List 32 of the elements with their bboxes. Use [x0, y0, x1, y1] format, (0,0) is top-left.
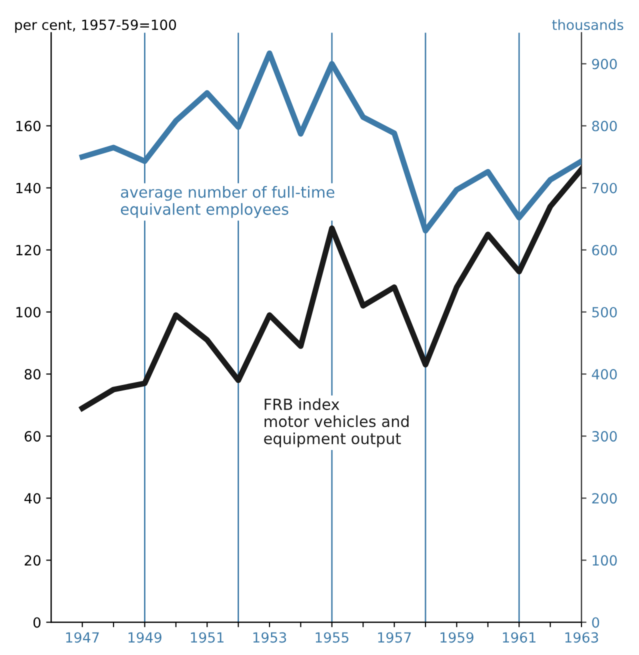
x-tick-label: 1963: [565, 632, 598, 643]
y-tick-label: 100: [16, 306, 40, 318]
x-tick-label: 1955: [316, 632, 348, 643]
y2-tick-label: 900: [592, 58, 617, 70]
y2-tick-label: 700: [592, 182, 617, 194]
y-tick-label: 40: [24, 493, 40, 504]
y2-tick-label: 600: [592, 244, 617, 256]
y-tick-label: 140: [16, 182, 40, 194]
y2-tick-label: 0: [592, 617, 600, 628]
x-tick-label: 1957: [378, 632, 411, 643]
y2-tick-label: 100: [592, 555, 617, 566]
y-tick-label: 120: [16, 244, 40, 256]
y2-tick-label: 800: [592, 120, 617, 132]
y2-axis-title: thousands: [552, 19, 624, 30]
y-tick-label: 80: [24, 369, 40, 380]
x-tick-label: 1951: [190, 632, 224, 643]
x-tick-label: 1959: [440, 632, 474, 643]
y-axis-title: per cent, 1957-59=100: [15, 20, 176, 33]
y-tick-label: 20: [24, 555, 40, 566]
text: FRB index motor vehicles and equipment output: [264, 398, 409, 448]
y2-tick-label: 500: [592, 306, 617, 318]
y2-tick-label: 300: [592, 431, 617, 442]
y-tick-label: 60: [24, 431, 40, 442]
text: average number of full-time equivalent employees: [120, 186, 334, 218]
y-tick-label: 160: [16, 120, 40, 132]
x-tick-label: 1949: [128, 632, 162, 643]
y2-tick-label: 400: [592, 369, 617, 380]
y-tick-label: 0: [33, 617, 40, 628]
x-tick-label: 1961: [502, 632, 536, 643]
x-tick-label: 1947: [66, 632, 99, 643]
x-tick-label: 1953: [253, 632, 286, 643]
y2-tick-label: 200: [592, 493, 617, 504]
